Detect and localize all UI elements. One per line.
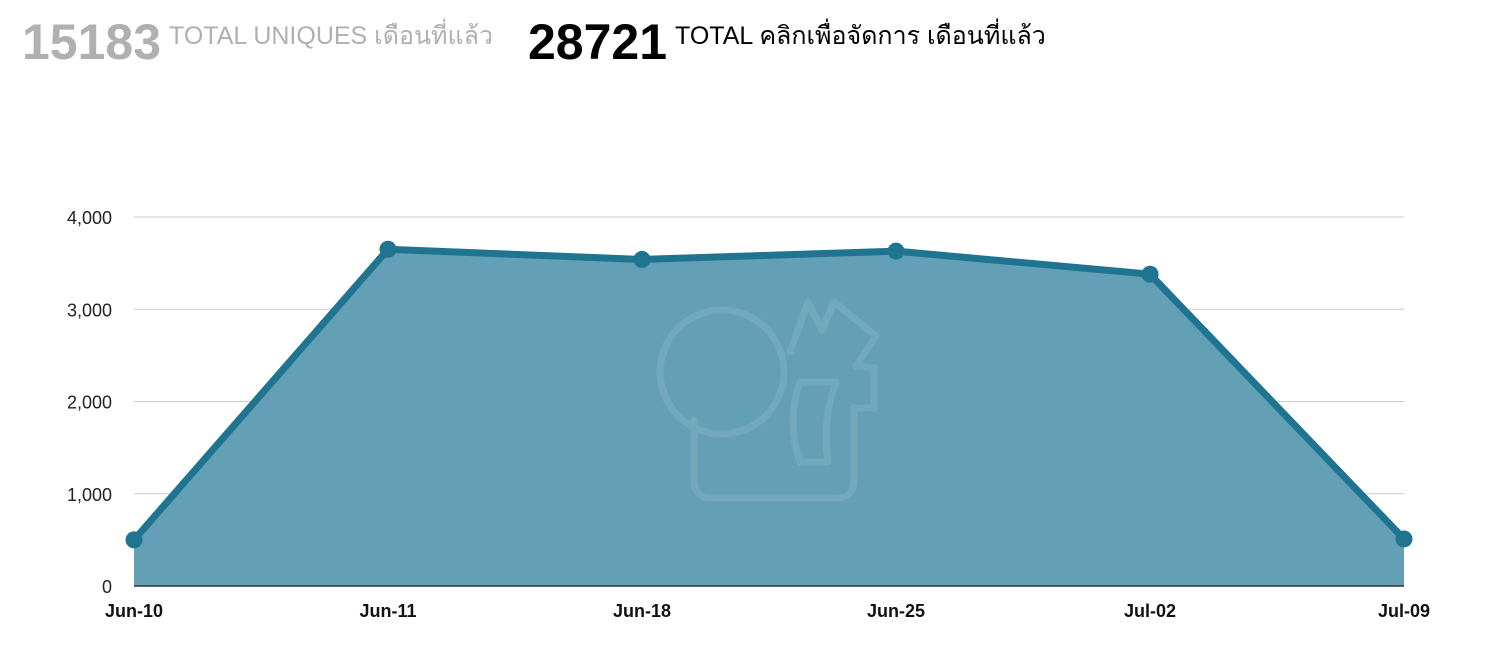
uniques-stat: 15183 TOTAL UNIQUES เดือนที่แล้ว	[22, 14, 493, 70]
uniques-count: 15183	[22, 14, 162, 70]
area-fill	[134, 249, 1404, 586]
data-point[interactable]	[633, 250, 651, 268]
data-point[interactable]	[125, 531, 143, 549]
logo-watermark	[656, 298, 880, 502]
data-point[interactable]	[379, 240, 397, 258]
x-axis-labels: Jun-10 Jun-11 Jun-18 Jun-25 Jul-02 Jul-09	[105, 601, 1430, 621]
y-tick-label: 3,000	[67, 300, 112, 320]
y-tick-label: 2,000	[67, 393, 112, 413]
clicks-label: TOTAL คลิกเพื่อจัดการ เดือนที่แล้ว	[675, 22, 1046, 50]
x-tick-label: Jun-11	[359, 601, 416, 621]
series-line	[130, 245, 1408, 544]
data-point[interactable]	[887, 242, 905, 260]
y-tick-label: 0	[102, 577, 112, 597]
y-axis-labels: 0 1,000 2,000 3,000 4,000	[67, 208, 112, 597]
data-points	[125, 240, 1413, 549]
y-tick-label: 4,000	[67, 208, 112, 228]
x-tick-label: Jun-18	[613, 601, 671, 621]
x-tick-label: Jun-25	[867, 601, 925, 621]
clicks-stat: 28721 TOTAL คลิกเพื่อจัดการ เดือนที่แล้ว	[528, 14, 1046, 70]
clicks-count: 28721	[528, 14, 668, 70]
x-tick-label: Jul-02	[1124, 601, 1176, 621]
data-point[interactable]	[1141, 265, 1159, 283]
x-tick-label: Jul-09	[1378, 601, 1430, 621]
x-tick-label: Jun-10	[105, 601, 163, 621]
uniques-label: TOTAL UNIQUES เดือนที่แล้ว	[169, 22, 494, 50]
data-point[interactable]	[1395, 530, 1413, 548]
y-tick-label: 1,000	[67, 485, 112, 505]
